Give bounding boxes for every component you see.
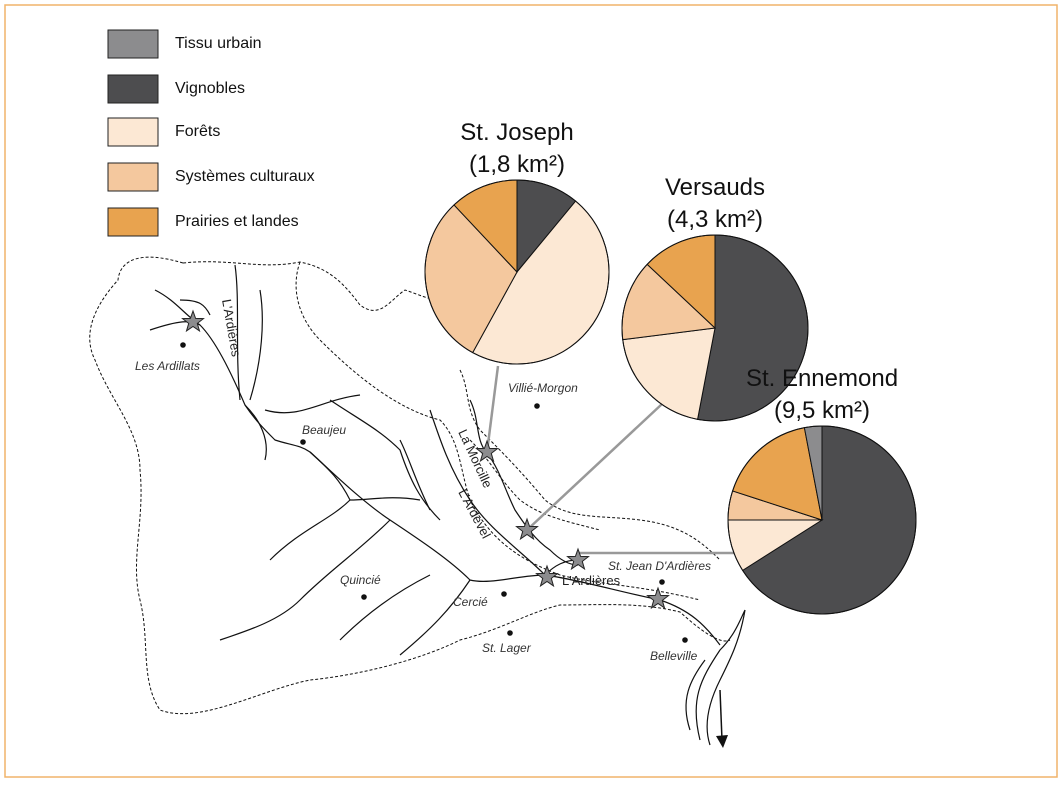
pie-area: (1,8 km²) [469, 151, 565, 178]
river-label: L'Ardières [219, 298, 244, 358]
legend-label: Forêts [175, 123, 220, 140]
place-dot [180, 342, 186, 348]
place-label: Belleville [650, 649, 698, 663]
place-label: Les Ardillats [135, 359, 200, 373]
station-star [535, 564, 559, 588]
connector [485, 365, 500, 453]
pie-outline [727, 425, 917, 615]
flow-arrowhead [716, 735, 728, 748]
pie-area: (9,5 km²) [774, 397, 870, 424]
legend-label: Prairies et landes [175, 213, 299, 230]
watershed-boundaries [89, 256, 731, 715]
place-dot [534, 403, 540, 409]
pie-title: Versauds [665, 174, 765, 201]
pie-title: St. Ennemond [746, 365, 898, 392]
place-label: Villié-Morgon [508, 381, 578, 395]
connector [526, 403, 663, 531]
station-star [181, 309, 205, 333]
place-dot [682, 637, 688, 643]
pie-outline [424, 179, 610, 365]
place-label: Quincié [340, 573, 381, 587]
legend-label: Systèmes culturaux [175, 168, 315, 185]
river-label: L'Ardevel [455, 486, 494, 541]
place-label: St. Jean D'Ardières [608, 559, 711, 573]
place-dot [507, 630, 513, 636]
connectors [485, 365, 740, 555]
legend-swatch [107, 74, 159, 104]
place-dot [501, 591, 507, 597]
legend-label: Vignobles [175, 80, 245, 97]
legend-swatch [107, 117, 159, 147]
place-label: Cercié [453, 595, 488, 609]
legend-swatch [107, 162, 159, 192]
legend-swatch [107, 29, 159, 59]
station-star [475, 439, 499, 463]
place-label: St. Lager [482, 641, 532, 655]
pie-area: (4,3 km²) [667, 206, 763, 233]
place-dot [300, 439, 306, 445]
station-star [646, 586, 670, 610]
pie-outline [621, 234, 809, 422]
pie-title: St. Joseph [460, 119, 573, 146]
place-label: Beaujeu [302, 423, 346, 437]
place-dot [361, 594, 367, 600]
station-star [515, 517, 539, 541]
frame [4, 4, 1058, 778]
rivers [149, 264, 746, 746]
flow-arrow [719, 689, 723, 741]
river-label: L'Ardières [562, 573, 621, 588]
place-dot [659, 579, 665, 585]
legend-swatch [107, 207, 159, 237]
station-star [566, 547, 590, 571]
legend-label: Tissu urbain [175, 35, 262, 52]
